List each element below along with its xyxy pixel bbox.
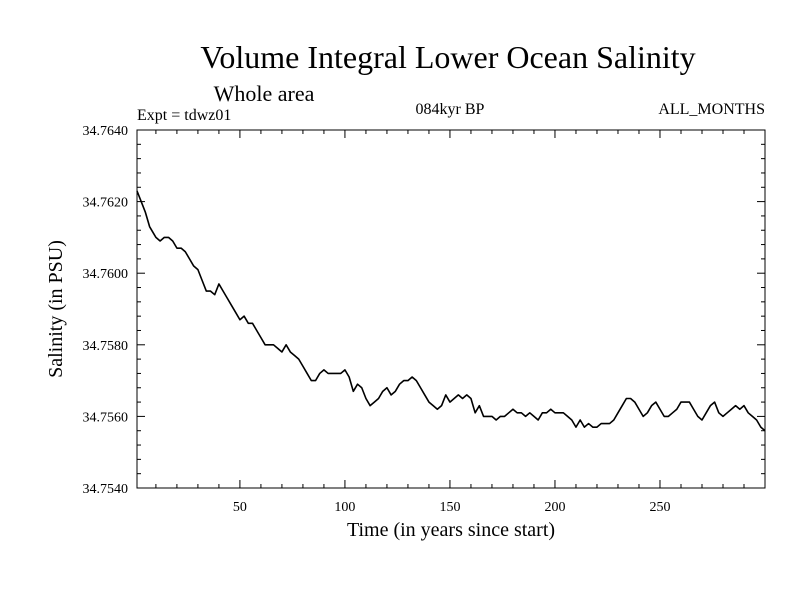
months-label: ALL_MONTHS: [658, 101, 765, 118]
x-tick-label: 150: [439, 500, 460, 515]
y-tick-label: 34.7560: [83, 410, 129, 425]
y-tick-label: 34.7580: [83, 339, 129, 354]
y-tick-labels: 34.7540 34.7560 34.7580 34.7600 34.7620 34.76…: [83, 124, 129, 497]
x-tick-label: 200: [544, 500, 565, 515]
x-tick-labels: 50 100 150 200 250: [233, 500, 671, 515]
y-tick-label: 34.7620: [83, 196, 129, 211]
expt-label: Expt = tdwz01: [137, 107, 231, 124]
chart-subtitle: Whole area: [214, 81, 315, 106]
x-tick-label: 50: [233, 500, 247, 515]
y-axis-label: Salinity (in PSU): [45, 240, 67, 378]
salinity-series-line: [136, 190, 766, 432]
x-axis-label: Time (in years since start): [347, 519, 555, 541]
period-label: 084kyr BP: [416, 101, 485, 118]
x-tick-label: 250: [649, 500, 670, 515]
chart-title: Volume Integral Lower Ocean Salinity: [200, 39, 695, 75]
y-tick-label: 34.7640: [83, 124, 129, 139]
x-tick-label: 100: [334, 500, 355, 515]
plot-frame: [136, 129, 766, 489]
axis-ticks: [137, 129, 765, 489]
y-tick-label: 34.7540: [83, 482, 129, 497]
y-tick-label: 34.7600: [83, 267, 129, 282]
